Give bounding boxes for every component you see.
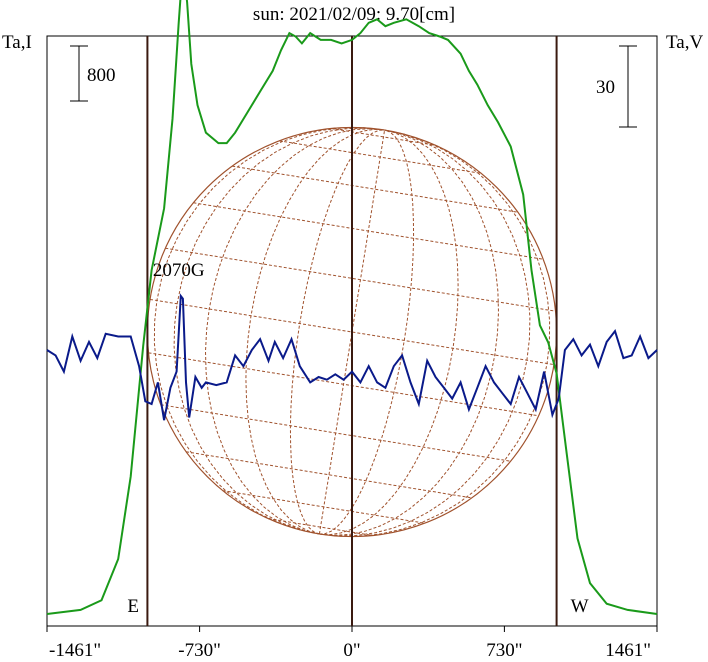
x-axis-ticks: -1461" -730" 0" 730" 1461" [46, 626, 658, 661]
left-scale-bar-label: 800 [87, 65, 116, 86]
limb-and-center-lines [146, 36, 558, 626]
west-limb-label: W [571, 596, 589, 617]
right-axis-label: Ta,V [666, 32, 703, 53]
x-tick-label: 0" [343, 640, 360, 661]
right-scale-bar-label: 30 [596, 77, 615, 98]
left-scale-bar: 800 [70, 45, 116, 102]
x-tick-label: 730" [486, 640, 522, 661]
x-tick-label: -730" [178, 640, 221, 661]
stokes-i-curve [46, 0, 658, 615]
east-limb-label: E [127, 596, 139, 617]
left-axis-label: Ta,I [2, 32, 32, 53]
chart-title: sun: 2021/02/09: 9.70[cm] [253, 4, 455, 25]
x-tick-label: -1461" [49, 640, 101, 661]
stokes-v-curve [46, 293, 658, 421]
field-strength-annotation: 2070G [153, 260, 205, 281]
x-tick-label: 1461" [605, 640, 651, 661]
right-scale-bar: 30 [596, 45, 637, 128]
solar-disk [146, 126, 558, 538]
